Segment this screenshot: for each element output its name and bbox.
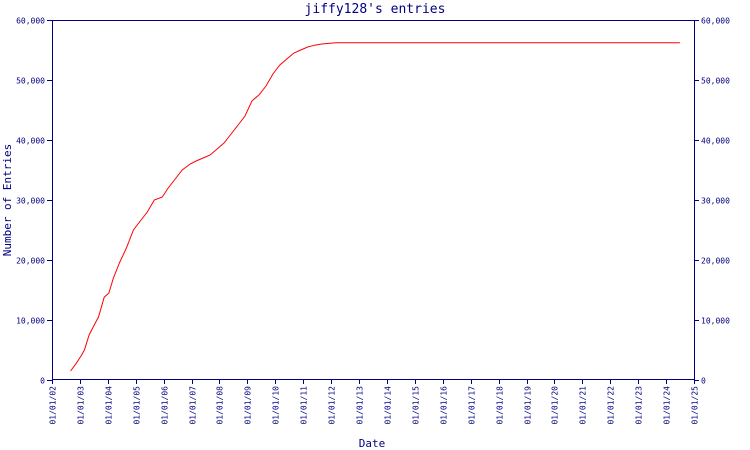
y-tick-label-right: 0: [701, 377, 706, 386]
y-tick-label-right: 10,000: [701, 317, 730, 326]
x-tick-label: 01/01/16: [440, 386, 449, 425]
y-tick-label-right: 50,000: [701, 77, 730, 86]
y-tick-label-left: 60,000: [16, 17, 45, 26]
x-tick-label: 01/01/09: [244, 386, 253, 425]
x-tick-label: 01/01/23: [635, 386, 644, 425]
y-tick-label-left: 20,000: [16, 257, 45, 266]
x-tick-label: 01/01/11: [300, 386, 309, 425]
x-tick-label: 01/01/07: [189, 386, 198, 425]
y-tick-label-right: 20,000: [701, 257, 730, 266]
x-tick-label: 01/01/06: [161, 386, 170, 425]
y-axis-left: 0 10,000 20,000 30,000 40,000 50,000 60,000: [16, 17, 52, 386]
x-tick-label: 01/01/19: [524, 386, 533, 425]
plot-frame: [52, 20, 695, 380]
x-tick-label: 01/01/02: [49, 386, 58, 425]
x-tick-label: 01/01/24: [663, 386, 672, 425]
x-tick-label: 01/01/17: [468, 386, 477, 425]
x-tick-label: 01/01/18: [496, 386, 505, 425]
x-tick-label: 01/01/08: [216, 386, 225, 425]
y-axis-label: Number of Entries: [1, 144, 14, 257]
x-tick-label: 01/01/20: [551, 386, 560, 425]
series-line: [70, 42, 680, 372]
y-tick-label-right: 60,000: [701, 17, 730, 26]
x-tick-label: 01/01/10: [272, 386, 281, 425]
y-tick-label-right: 30,000: [701, 197, 730, 206]
x-tick-label: 01/01/14: [384, 386, 393, 425]
chart-title: jiffy128's entries: [305, 2, 446, 17]
x-tick-label: 01/01/12: [328, 386, 337, 425]
y-tick-label-left: 30,000: [16, 197, 45, 206]
x-tick-label: 01/01/25: [691, 386, 700, 425]
y-axis-right: 0 10,000 20,000 30,000 40,000 50,000 60,000: [694, 17, 730, 386]
x-tick-label: 01/01/21: [579, 386, 588, 425]
x-tick-label: 01/01/22: [607, 386, 616, 425]
y-tick-label-left: 10,000: [16, 317, 45, 326]
y-tick-label-left: 50,000: [16, 77, 45, 86]
y-tick-label-left: 0: [40, 377, 45, 386]
x-tick-label: 01/01/13: [356, 386, 365, 425]
y-tick-label-right: 40,000: [701, 137, 730, 146]
y-tick-label-left: 40,000: [16, 137, 45, 146]
x-tick-label: 01/01/05: [133, 386, 142, 425]
x-tick-label: 01/01/04: [105, 386, 114, 425]
x-tick-label: 01/01/15: [412, 386, 421, 425]
x-tick-label: 01/01/03: [77, 386, 86, 425]
x-axis-label: Date: [359, 437, 386, 450]
x-axis: 01/01/02 01/01/03 01/01/04 01/01/05 01/01/06…: [49, 380, 700, 425]
